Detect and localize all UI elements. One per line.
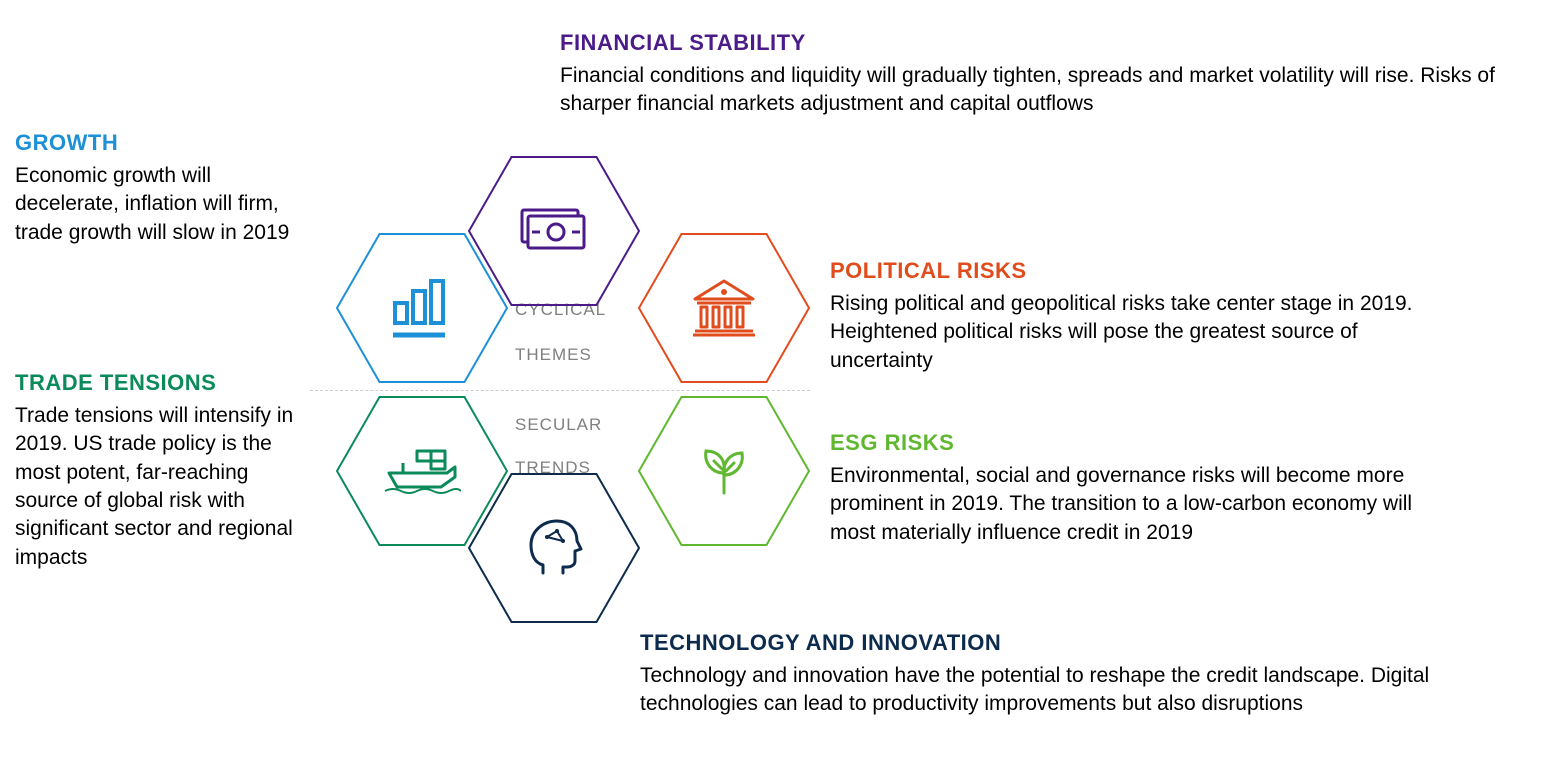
money-icon [518, 206, 590, 256]
block-growth: GROWTH Economic growth will decelerate, … [15, 130, 295, 247]
hex-political-risks [637, 232, 811, 384]
desc-growth: Economic growth will decelerate, inflati… [15, 162, 295, 247]
desc-political-risks: Rising political and geopolitical risks … [830, 290, 1430, 375]
title-financial-stability: FINANCIAL STABILITY [560, 30, 1530, 56]
block-political-risks: POLITICAL RISKS Rising political and geo… [830, 258, 1430, 375]
ai-head-icon [523, 515, 585, 581]
bank-icon [689, 277, 759, 339]
divider-line [310, 390, 810, 391]
desc-esg-risks: Environmental, social and governance ris… [830, 462, 1430, 547]
center-label-secular: SECULAR [515, 415, 602, 435]
ship-icon [383, 443, 461, 499]
center-label-themes: THEMES [515, 345, 592, 365]
desc-financial-stability: Financial conditions and liquidity will … [560, 62, 1530, 119]
block-esg-risks: ESG RISKS Environmental, social and gove… [830, 430, 1430, 547]
title-political-risks: POLITICAL RISKS [830, 258, 1430, 284]
hex-technology [467, 472, 641, 624]
block-technology: TECHNOLOGY AND INNOVATION Technology and… [640, 630, 1440, 719]
hex-esg-risks [637, 395, 811, 547]
title-growth: GROWTH [15, 130, 295, 156]
hex-financial-stability [467, 155, 641, 307]
title-trade-tensions: TRADE TENSIONS [15, 370, 295, 396]
leaf-icon [694, 441, 754, 501]
title-esg-risks: ESG RISKS [830, 430, 1430, 456]
title-technology: TECHNOLOGY AND INNOVATION [640, 630, 1440, 656]
desc-technology: Technology and innovation have the poten… [640, 662, 1440, 719]
block-financial-stability: FINANCIAL STABILITY Financial conditions… [560, 30, 1530, 119]
bar-chart-icon [387, 273, 457, 343]
desc-trade-tensions: Trade tensions will intensify in 2019. U… [15, 402, 295, 572]
block-trade-tensions: TRADE TENSIONS Trade tensions will inten… [15, 370, 295, 572]
